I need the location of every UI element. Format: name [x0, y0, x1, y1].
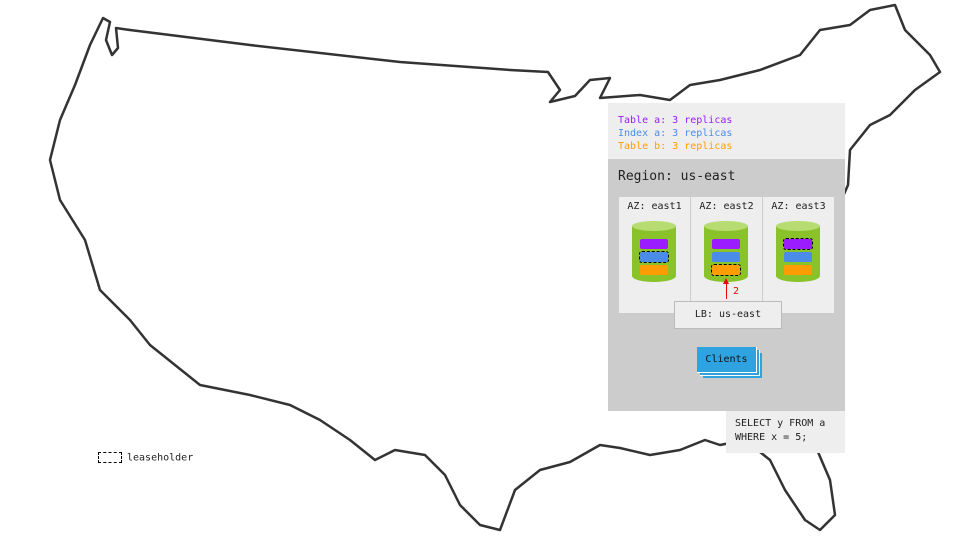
- database-cylinder-icon: [632, 221, 676, 287]
- region-us-east: Region: us-east AZ: east1 AZ: east2 AZ: …: [608, 159, 845, 411]
- sql-query: SELECT y FROM a WHERE x = 5;: [726, 411, 845, 453]
- replica-table-a: [712, 239, 740, 249]
- leaseholder-legend: leaseholder: [98, 452, 193, 464]
- replica-table-b: [784, 265, 812, 275]
- legend-index-a: Index a: 3 replicas: [618, 128, 733, 139]
- az-2: AZ: east2: [691, 197, 763, 313]
- clients-node: Clients: [697, 347, 757, 373]
- database-cylinder-icon: [704, 221, 748, 287]
- az-label: AZ: east2: [699, 201, 754, 212]
- az-1: AZ: east1: [619, 197, 691, 313]
- legend-table-b: Table b: 3 replicas: [618, 141, 733, 152]
- replica-index-a: [712, 252, 740, 262]
- leaseholder-label: leaseholder: [127, 452, 194, 464]
- load-balancer: LB: us-east: [674, 301, 782, 329]
- replica-legend: Table a: 3 replicas Index a: 3 replicas …: [608, 103, 845, 159]
- replica-table-b: [640, 265, 668, 275]
- az-label: AZ: east3: [771, 201, 826, 212]
- replica-table-b: [711, 264, 741, 276]
- request-arrow: [726, 281, 727, 299]
- replica-table-a: [640, 239, 668, 249]
- dashed-box-icon: [98, 452, 122, 463]
- database-cylinder-icon: [776, 221, 820, 287]
- az-3: AZ: east3: [763, 197, 835, 313]
- region-title: Region: us-east: [618, 169, 736, 184]
- replica-table-a: [783, 238, 813, 250]
- replica-index-a: [784, 252, 812, 262]
- legend-table-a: Table a: 3 replicas: [618, 115, 733, 126]
- arrow-label: 2: [733, 286, 740, 297]
- replica-index-a: [639, 251, 669, 263]
- az-label: AZ: east1: [627, 201, 682, 212]
- arrow-head: [723, 278, 729, 284]
